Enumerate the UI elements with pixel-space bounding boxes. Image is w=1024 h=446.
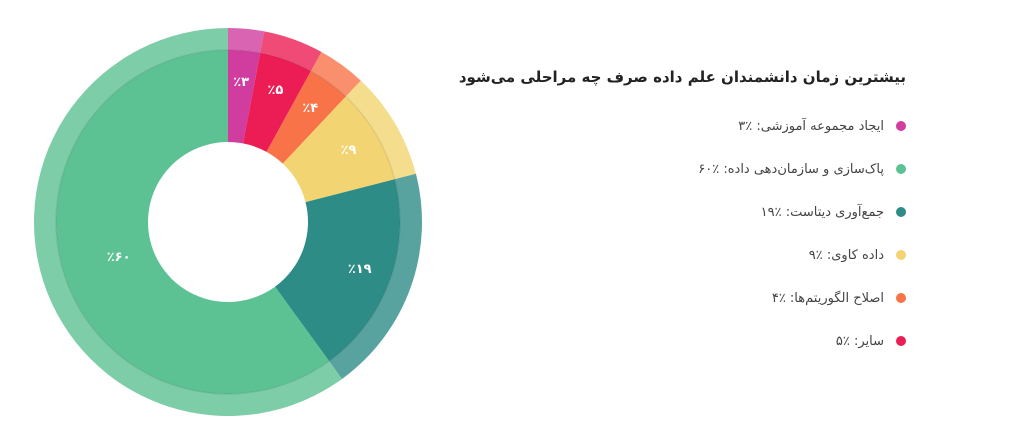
legend-item-1[interactable]: پاک‌سازی و سازمان‌دهی داده: ٪۶۰	[586, 159, 906, 179]
slice-4-outer-ring[interactable]	[310, 51, 361, 97]
slice-2-label: ٪۱۹	[348, 262, 372, 277]
ring-divider	[55, 49, 401, 395]
slice-0[interactable]	[228, 50, 261, 144]
slice-5[interactable]	[242, 53, 311, 152]
legend-label: ایجاد مجموعه آموزشی: ٪۳	[738, 118, 884, 134]
slice-4[interactable]	[266, 71, 346, 164]
slice-3[interactable]	[282, 96, 395, 203]
legend-item-4[interactable]: اصلاح الگوریتم‌ها: ٪۴	[586, 288, 906, 308]
chart-title: بیشترین زمان دانشمندان علم داده صرف چه م…	[458, 68, 906, 86]
slice-3-outer-ring[interactable]	[345, 80, 416, 180]
legend-item-3[interactable]: داده کاوی: ٪۹	[586, 245, 906, 265]
slice-5-label: ٪۵	[267, 83, 283, 98]
legend-label: پاک‌سازی و سازمان‌دهی داده: ٪۶۰	[698, 161, 884, 177]
legend-label: جمع‌آوری دیتاست: ٪۱۹	[760, 204, 884, 220]
legend-marker	[896, 336, 906, 346]
slice-1-label: ٪۶۰	[107, 250, 131, 265]
slice-4-label: ٪۴	[302, 101, 318, 116]
legend-label: داده کاوی: ٪۹	[808, 247, 884, 263]
legend-marker	[896, 293, 906, 303]
slice-1[interactable]	[55, 50, 330, 395]
legend-item-0[interactable]: ایجاد مجموعه آموزشی: ٪۳	[586, 116, 906, 136]
slice-2[interactable]	[275, 179, 400, 362]
slice-0-outer-ring[interactable]	[228, 28, 265, 54]
slice-2-outer-ring[interactable]	[329, 173, 422, 379]
legend-item-2[interactable]: جمع‌آوری دیتاست: ٪۱۹	[586, 202, 906, 222]
legend-label: سایر: ٪۵	[835, 333, 884, 349]
slice-1-outer-ring[interactable]	[33, 28, 343, 417]
legend-marker	[896, 207, 906, 217]
legend-label: اصلاح الگوریتم‌ها: ٪۴	[771, 290, 884, 306]
legend-item-5[interactable]: سایر: ٪۵	[586, 331, 906, 351]
legend-marker	[896, 250, 906, 260]
chart-legend: ایجاد مجموعه آموزشی: ٪۳ پاک‌سازی و سازمان…	[586, 116, 906, 374]
slice-5-outer-ring[interactable]	[260, 31, 322, 72]
legend-marker	[896, 121, 906, 131]
slice-3-label: ٪۹	[341, 143, 357, 158]
legend-marker	[896, 164, 906, 174]
slice-0-label: ٪۳	[233, 75, 249, 90]
